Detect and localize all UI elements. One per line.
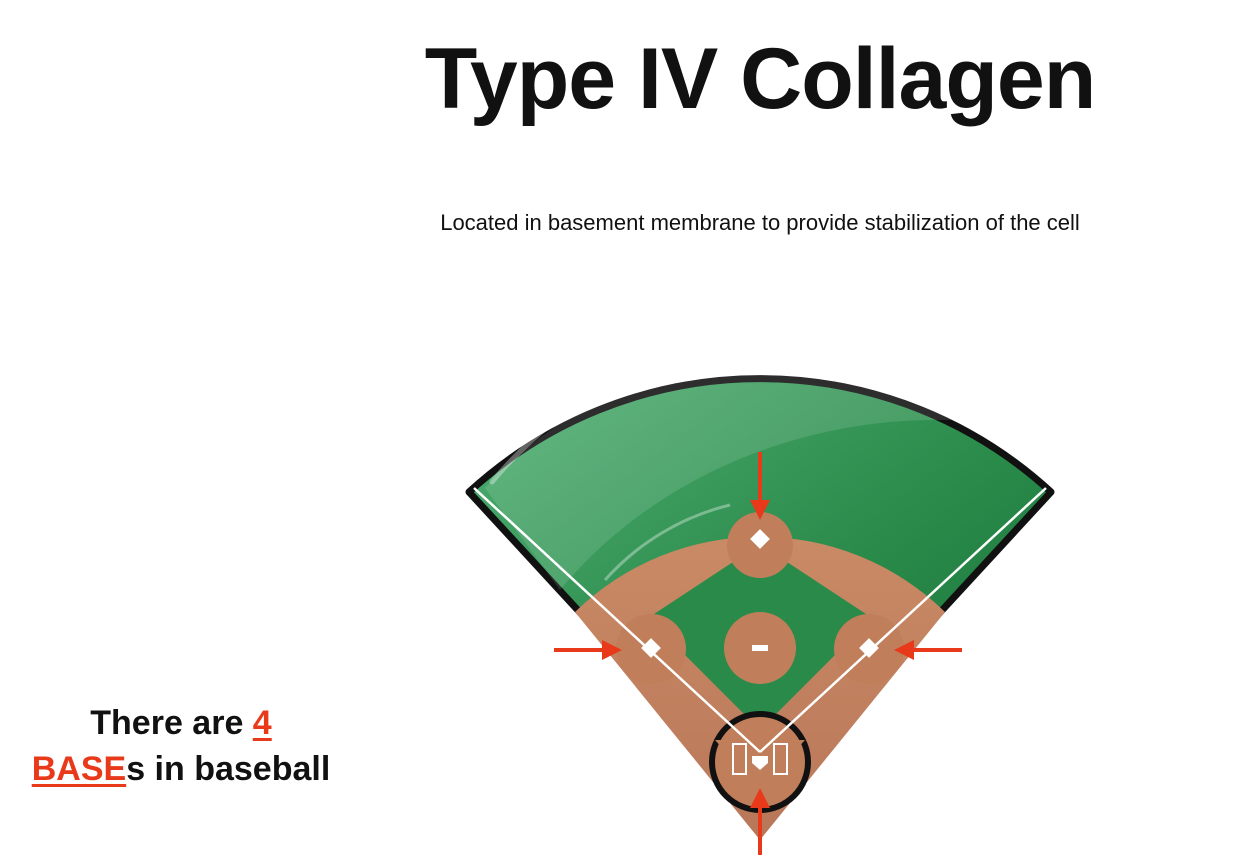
- outfield-highlight-arc: [489, 367, 643, 485]
- mnemonic-line-2: BASEs in baseball: [0, 746, 362, 792]
- mnemonic-line-1: There are 4: [0, 700, 362, 746]
- foul-line-right: [759, 487, 1047, 753]
- infield-dirt-highlight: [603, 503, 731, 581]
- third-base: [641, 638, 661, 658]
- mnemonic-text: There are 4 BASEs in baseball: [0, 700, 362, 792]
- outfield-sheen: [485, 352, 1030, 590]
- arrow-to-first-base: [894, 640, 962, 660]
- arrow-to-third-base: [554, 640, 622, 660]
- mnemonic-suffix: s in baseball: [126, 750, 331, 788]
- slide-title: Type IV Collagen: [424, 31, 1097, 127]
- second-base: [750, 529, 770, 549]
- mnemonic-number: 4: [252, 704, 272, 742]
- batters-box-right: [773, 743, 788, 775]
- first-base: [859, 638, 879, 658]
- home-plate: [752, 756, 768, 770]
- foul-line-left: [473, 487, 761, 753]
- arrow-to-home-plate: [750, 788, 770, 855]
- batters-box-left: [732, 743, 747, 775]
- mnemonic-base-word: BASE: [31, 750, 127, 788]
- slide-subtitle: Located in basement membrane to provide …: [440, 210, 1080, 235]
- pitchers-rubber: [752, 645, 768, 651]
- mnemonic-prefix: There are: [90, 704, 253, 742]
- arrow-to-second-base: [750, 452, 770, 520]
